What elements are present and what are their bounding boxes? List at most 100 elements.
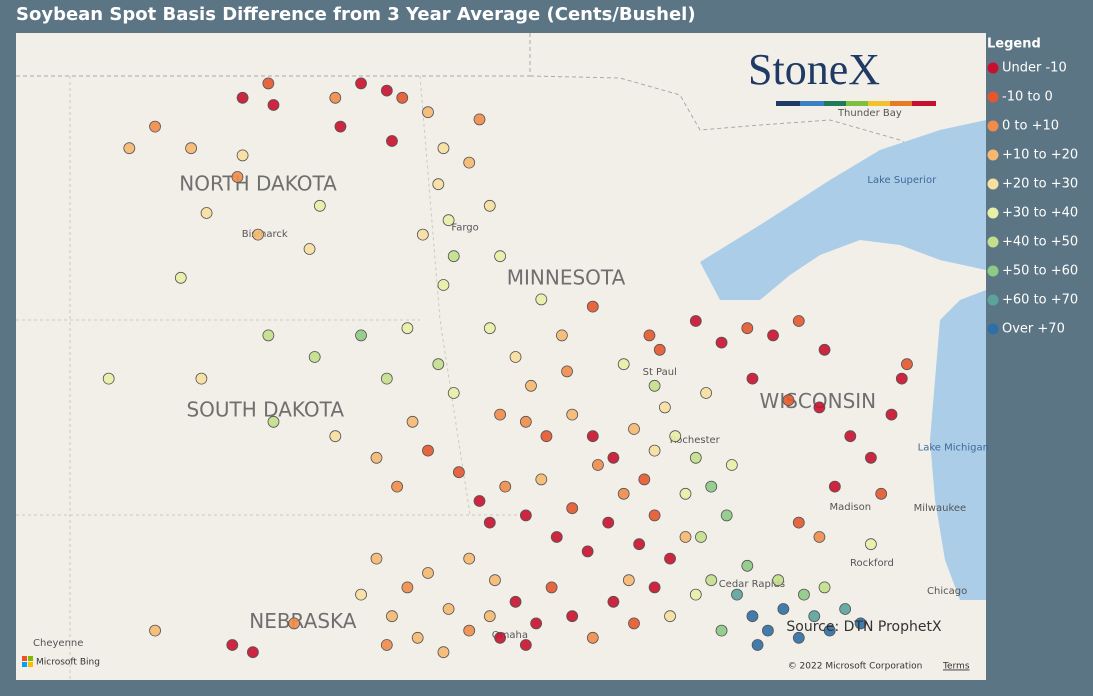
place-label: Rochester [670, 435, 721, 446]
basis-point [607, 451, 620, 464]
basis-point [473, 113, 486, 126]
basis-point [519, 639, 532, 651]
basis-point [463, 624, 476, 637]
basis-point [566, 408, 579, 421]
legend-label: 0 to +10 [1002, 119, 1059, 134]
basis-point [391, 480, 404, 493]
legend: Under -10 -10 to 0 0 to +10 +10 to +20 +20 t… [987, 61, 1078, 337]
place-label: NORTH DAKOTA [179, 171, 337, 195]
basis-point [602, 516, 615, 529]
basis-point [432, 358, 445, 371]
basis-point [792, 315, 805, 327]
source: Source: DTN ProphetX [786, 619, 942, 635]
basis-point [519, 509, 532, 522]
basis-point [494, 408, 507, 421]
basis-point [679, 487, 692, 500]
basis-point [566, 610, 579, 623]
basis-point [777, 603, 790, 615]
basis-point [494, 250, 507, 263]
place-label: Cheyenne [33, 638, 83, 649]
basis-point [586, 631, 599, 644]
basis-point [246, 646, 259, 659]
basis-point [174, 271, 187, 284]
basis-point [545, 581, 558, 594]
basis-point [355, 588, 367, 601]
basis-point [586, 300, 599, 313]
lake-michigan [930, 290, 986, 600]
legend-label: +10 to +20 [1002, 148, 1078, 163]
bing-logo [22, 656, 33, 667]
legend-title: Legend [987, 37, 1041, 52]
basis-point [715, 336, 728, 349]
basis-point [123, 142, 136, 155]
basis-point [844, 430, 857, 443]
legend-swatch [987, 149, 999, 161]
basis-point [746, 372, 759, 385]
basis-point [741, 559, 754, 572]
terms-link[interactable]: Terms [942, 662, 970, 672]
basis-point [638, 473, 651, 486]
basis-point [617, 358, 630, 371]
basis-point [648, 379, 661, 392]
basis-point [262, 77, 275, 90]
basis-point [509, 595, 522, 608]
basis-point [267, 99, 280, 111]
logo: StoneX [748, 45, 880, 94]
basis-point [236, 149, 249, 162]
legend-swatch [987, 178, 999, 190]
place-label: Lake Superior [867, 175, 937, 186]
basis-point [854, 617, 867, 630]
basis-point [653, 343, 666, 356]
place-label: MINNESOTA [507, 266, 626, 290]
basis-point [483, 322, 496, 335]
basis-point [895, 372, 908, 385]
state-borders [16, 75, 520, 680]
legend-swatch [987, 265, 999, 277]
basis-point [149, 120, 161, 133]
basis-point [416, 228, 429, 241]
basis-point [550, 531, 563, 543]
basis-point [865, 451, 877, 464]
basis-point [422, 106, 434, 119]
basis-point [839, 603, 852, 615]
basis-point [813, 531, 826, 543]
basis-point [581, 545, 594, 558]
basis-point [592, 459, 604, 471]
legend-label: +40 to +50 [1002, 235, 1078, 250]
legend-label: +20 to +30 [1002, 177, 1078, 192]
basis-point [813, 401, 826, 414]
basis-point [689, 451, 702, 464]
basis-point [102, 372, 115, 385]
basis-point [386, 610, 398, 623]
lake-superior [700, 120, 986, 300]
basis-point [633, 538, 646, 551]
basis-point [473, 495, 486, 507]
basis-point [808, 610, 821, 623]
basis-point [746, 610, 759, 623]
legend-swatch [987, 236, 999, 248]
map-background [16, 33, 986, 680]
basis-point [700, 387, 712, 399]
basis-point [499, 480, 512, 493]
basis-point [329, 91, 342, 104]
basis-point [396, 91, 409, 104]
place-label: Rockford [850, 558, 894, 569]
basis-point [411, 631, 424, 644]
basis-point [252, 228, 264, 241]
basis-point [617, 487, 630, 500]
basis-point [643, 329, 656, 342]
basis-point [442, 214, 455, 227]
basis-point [185, 142, 198, 155]
basis-point [648, 444, 661, 457]
place-label: Omaha [492, 630, 528, 641]
basis-point [885, 408, 898, 421]
basis-point [525, 379, 537, 392]
title: Soybean Spot Basis Difference from 3 Yea… [16, 4, 696, 25]
basis-point [607, 595, 620, 608]
basis-point [535, 293, 548, 306]
place-label: Lake Michigan [918, 443, 989, 454]
basis-point [355, 329, 367, 342]
basis-point [695, 531, 707, 543]
basis-point [483, 199, 496, 212]
